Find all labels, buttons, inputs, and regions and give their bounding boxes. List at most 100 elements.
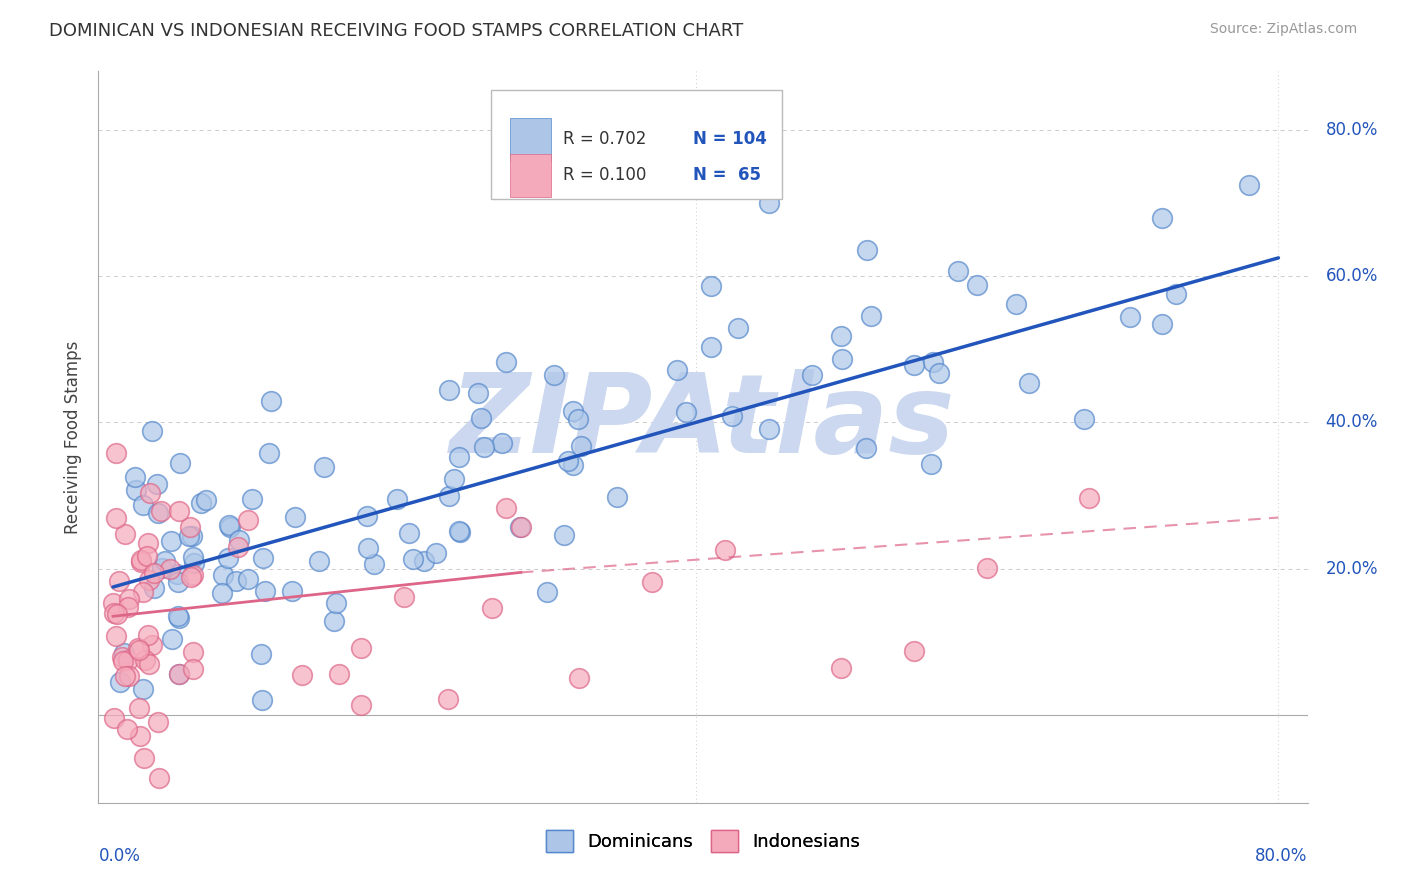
Point [218, 518, 240, 533]
Point [125, 483, 148, 497]
Point [350, 640, 373, 655]
Point [125, 813, 148, 827]
Point [443, 472, 465, 486]
Point [212, 568, 235, 582]
Point [398, 526, 420, 541]
Point [155, 554, 177, 568]
Point [183, 808, 205, 822]
Point [966, 277, 988, 292]
Point [291, 668, 314, 682]
Point [117, 653, 139, 667]
Point [495, 355, 517, 369]
Point [557, 454, 579, 468]
Point [150, 561, 173, 575]
Point [571, 439, 593, 453]
Point [413, 554, 436, 568]
Point [831, 352, 853, 367]
Point [1239, 178, 1261, 192]
Text: Source: ZipAtlas.com: Source: ZipAtlas.com [1209, 22, 1357, 37]
Point [217, 551, 239, 566]
Text: 80.0%: 80.0% [1326, 121, 1378, 139]
Point [394, 590, 416, 604]
Point [855, 441, 877, 455]
Point [439, 489, 461, 503]
Point [111, 650, 134, 665]
Point [447, 450, 470, 464]
Point [1005, 297, 1028, 311]
FancyBboxPatch shape [509, 153, 551, 197]
Point [169, 456, 191, 470]
Point [181, 529, 204, 543]
Point [1018, 376, 1040, 390]
Point [727, 321, 749, 335]
Point [758, 196, 780, 211]
Point [112, 646, 135, 660]
Point [160, 632, 183, 646]
Point [136, 535, 159, 549]
Point [181, 645, 204, 659]
Point [138, 573, 160, 587]
Point [385, 491, 408, 506]
Point [129, 555, 152, 569]
Point [128, 643, 150, 657]
Point [131, 553, 153, 567]
Point [758, 422, 780, 436]
Point [284, 509, 307, 524]
Point [139, 486, 162, 500]
Point [181, 662, 204, 676]
Point [101, 596, 124, 610]
Point [509, 520, 531, 534]
Point [238, 513, 260, 527]
Point [181, 550, 204, 565]
Point [1078, 491, 1101, 505]
Point [166, 609, 188, 624]
Point [641, 575, 664, 590]
Point [103, 711, 125, 725]
Point [257, 445, 280, 459]
Point [425, 546, 447, 560]
Point [132, 751, 155, 765]
Point [148, 506, 170, 520]
Text: 20.0%: 20.0% [1326, 560, 1378, 578]
Point [449, 524, 471, 539]
Point [114, 669, 136, 683]
Point [117, 600, 139, 615]
Point [666, 363, 689, 377]
Point [105, 511, 128, 525]
FancyBboxPatch shape [509, 118, 551, 161]
Point [946, 264, 969, 278]
Point [128, 701, 150, 715]
Point [363, 558, 385, 572]
Point [132, 682, 155, 697]
Point [470, 410, 492, 425]
Point [402, 551, 425, 566]
Point [325, 596, 347, 610]
Point [195, 493, 218, 508]
Point [236, 573, 259, 587]
Point [104, 446, 127, 460]
Point [145, 477, 167, 491]
Point [1073, 411, 1095, 425]
Text: 60.0%: 60.0% [1326, 268, 1378, 285]
Point [132, 585, 155, 599]
Point [903, 358, 925, 372]
Point [134, 653, 156, 667]
Point [801, 368, 824, 383]
Point [219, 519, 242, 533]
Point [166, 566, 188, 581]
Point [314, 460, 336, 475]
Point [211, 586, 233, 600]
Point [105, 607, 128, 621]
Point [830, 661, 852, 675]
Point [1166, 287, 1188, 301]
Point [118, 669, 141, 683]
Point [561, 458, 583, 472]
Text: N = 104: N = 104 [693, 130, 768, 148]
Point [328, 666, 350, 681]
Point [118, 591, 141, 606]
Point [228, 533, 250, 547]
Point [675, 405, 697, 419]
Point [350, 698, 373, 713]
Point [142, 566, 165, 580]
Point [536, 585, 558, 599]
